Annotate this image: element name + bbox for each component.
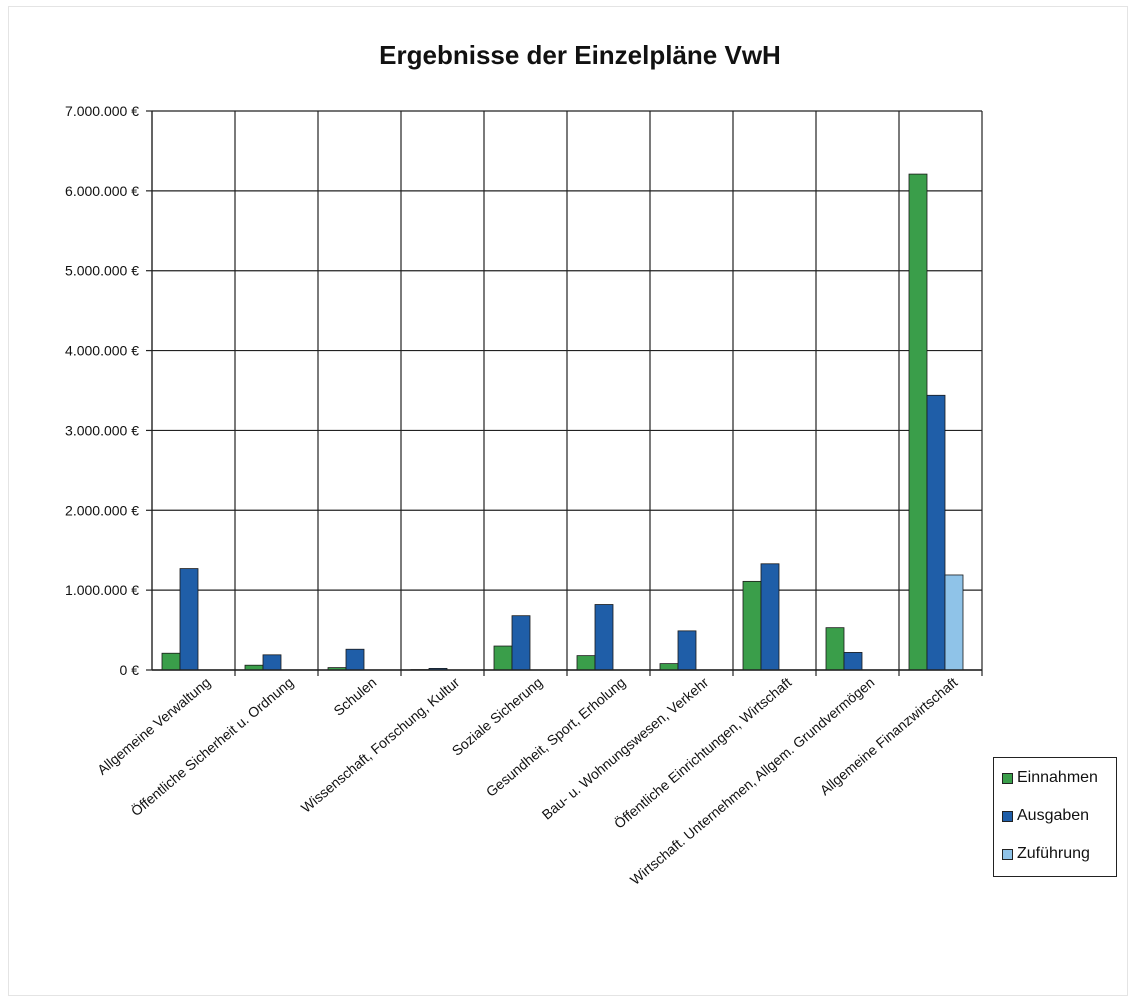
bar-einnahmen [825,627,845,671]
legend-item: Ausgaben [1002,806,1089,826]
y-tick-label: 1.000.000 € [65,582,139,598]
legend-item: Zuführung [1002,844,1090,864]
legend-swatch [1002,810,1013,822]
bar-einnahmen [576,655,596,671]
legend-swatch [1002,772,1013,784]
y-tick-label: 0 € [120,662,140,678]
axis-layer [146,110,983,676]
y-tick-label: 2.000.000 € [65,502,139,518]
chart-frame [8,6,1128,996]
bar-ausgaben [262,654,282,671]
x-category-label: Allgemeine Finanzwirtschaft [817,674,961,798]
label-layer: 0 € 1.000.000 € 2.000.000 € 3.000.000 € 4.00… [65,103,960,888]
y-tick-label: 3.000.000 € [65,422,139,438]
bar-ausgaben [677,630,697,671]
bar-layer [161,173,964,671]
x-category-label: Wissenschaft, Forschung, Kultur [298,674,463,816]
bar-einnahmen [659,663,679,671]
legend-label: Einnahmen [1017,769,1098,786]
legend-label: Zuführung [1017,845,1090,862]
bar-einnahmen [908,173,928,671]
y-tick-label: 4.000.000 € [65,343,139,359]
bar-ausgaben [926,394,946,671]
bar-ausgaben [760,563,780,671]
bar-ausgaben [179,568,199,671]
bar-einnahmen [493,645,513,671]
x-category-label: Öffentliche Einrichtungen, Wirtschaft [610,673,794,831]
y-tick-label: 6.000.000 € [65,183,139,199]
chart-title: Ergebnisse der Einzelpläne VwH [379,40,781,70]
x-category-label: Öffentliche Sicherheit u. Ordnung [127,673,296,819]
bar-ausgaben [594,604,614,671]
bar-ausgaben [511,615,531,671]
bar-ausgaben [345,648,365,671]
x-category-label: Gesundheit, Sport, Erholung [483,674,629,800]
legend-swatch [1002,848,1013,860]
y-tick-label: 7.000.000 € [65,103,139,119]
legend-item: Einnahmen [1002,768,1098,788]
x-category-label: Bau- u. Wohnungswesen, Verkehr [539,674,712,823]
x-category-label: Schulen [330,674,379,719]
legend-label: Ausgaben [1017,807,1090,824]
y-tick-label: 5.000.000 € [65,263,139,279]
bar-einnahmen [742,580,762,671]
bar-zuführung [944,574,964,671]
grid-layer [152,110,983,671]
bar-einnahmen [244,664,264,671]
bar-ausgaben [843,652,863,671]
legend: Einnahmen Ausgaben Zuführung [993,757,1117,877]
bar-einnahmen [161,652,181,671]
